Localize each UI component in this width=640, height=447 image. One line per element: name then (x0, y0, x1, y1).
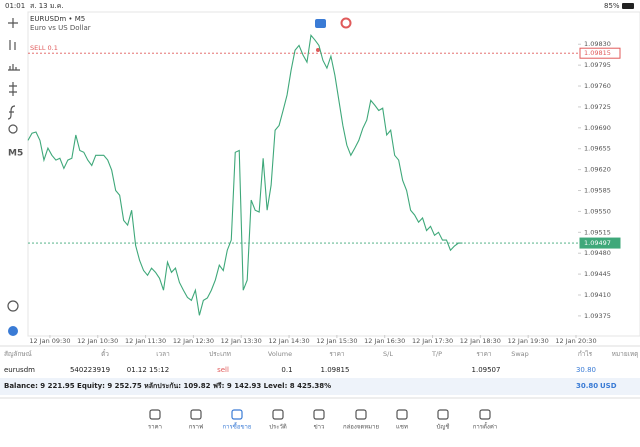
y-tick-label: 1.09760 (584, 82, 611, 90)
table-header: S/L (383, 350, 393, 358)
nav-icon[interactable] (479, 409, 491, 420)
x-tick-label: 12 Jan 20:30 (555, 337, 596, 345)
x-tick-label: 12 Jan 09:30 (29, 337, 70, 345)
nav-icon[interactable] (272, 409, 284, 420)
function-tool[interactable] (7, 105, 16, 120)
nav-label[interactable]: ราคา (148, 424, 162, 431)
nav-icon[interactable] (396, 409, 408, 420)
currency: USD (600, 382, 617, 390)
x-tick-label: 12 Jan 10:30 (77, 337, 118, 345)
table-cell[interactable]: 1.09815 (321, 366, 350, 374)
price-label: 1.09497 (584, 239, 611, 247)
table-header: T/P (431, 350, 442, 358)
x-tick-label: 12 Jan 13:30 (221, 337, 262, 345)
y-tick-label: 1.09445 (584, 270, 611, 278)
x-tick-label: 12 Jan 11:30 (125, 337, 166, 345)
table-cell[interactable]: sell (217, 366, 229, 374)
price-line-series (27, 33, 463, 316)
table-header: กำไร (578, 350, 593, 358)
nav-label[interactable]: การตั้งค่า (473, 421, 497, 431)
nav-icon[interactable] (190, 409, 202, 420)
table-cell[interactable]: 1.09507 (472, 366, 501, 374)
chart-frame (27, 11, 640, 337)
battery-icon (622, 3, 634, 9)
chart-title: EURUSDm • M5 (30, 15, 85, 23)
nav-icon[interactable] (355, 409, 367, 420)
nav-label[interactable]: ประวัติ (269, 424, 287, 431)
y-tick-label: 1.09795 (584, 61, 611, 69)
y-tick-label: 1.09585 (584, 187, 611, 195)
nav-label[interactable]: การซื้อขาย (223, 421, 252, 431)
nav-icon[interactable] (313, 409, 325, 420)
table-cell[interactable]: 0.1 (281, 366, 292, 374)
y-tick-label: 1.09655 (584, 145, 611, 153)
status-date: ส. 13 ม.ค. (30, 2, 64, 10)
candles-tool[interactable] (9, 40, 16, 50)
y-tick-label: 1.09375 (584, 312, 611, 320)
y-tick-label: 1.09550 (584, 207, 611, 215)
nav-label[interactable]: แชท (396, 424, 408, 431)
table-cell[interactable]: 540223919 (70, 366, 110, 374)
table-header: เวลา (156, 350, 170, 358)
crosshair-tool[interactable] (8, 18, 18, 28)
chart-subtitle: Euro vs US Dollar (30, 24, 91, 32)
x-tick-label: 12 Jan 15:30 (316, 337, 357, 345)
table-header: ราคา (476, 350, 491, 358)
y-tick-label: 1.09515 (584, 228, 611, 236)
nav-label[interactable]: กราฟ (189, 424, 203, 431)
table-header: Swap (511, 350, 529, 358)
sell-button[interactable] (340, 17, 352, 29)
timeframe[interactable]: M5 (8, 149, 23, 159)
balance-text: Balance: 9 221.95 Equity: 9 252.75 หลักป… (4, 382, 331, 390)
toolbar (7, 18, 20, 336)
indicators-tool[interactable] (8, 64, 20, 71)
price-line-label: SELL 0.1 (30, 44, 58, 52)
table-cell[interactable]: 01.12 15:12 (127, 366, 169, 374)
table-header: สัญลักษณ์ (4, 350, 32, 358)
table-header: หมายเหตุ (612, 350, 639, 358)
table-header: ตั๋ว (101, 349, 109, 358)
price-label: 1.09815 (584, 49, 611, 57)
x-tick-label: 12 Jan 12:30 (173, 337, 214, 345)
table-cell[interactable]: 30.80 (576, 366, 596, 374)
y-tick-label: 1.09690 (584, 124, 611, 132)
status-time: 01:01 (5, 2, 25, 10)
nav-icon[interactable] (437, 409, 449, 420)
x-tick-label: 12 Jan 17:30 (412, 337, 453, 345)
y-tick-label: 1.09620 (584, 166, 611, 174)
table-header: Volume (268, 350, 292, 358)
table-header: ประเภท (209, 350, 231, 358)
y-tick-label: 1.09410 (584, 291, 611, 299)
zoom-tool[interactable] (7, 300, 19, 312)
x-tick-label: 12 Jan 19:30 (508, 337, 549, 345)
x-tick-label: 12 Jan 14:30 (268, 337, 309, 345)
nav-label[interactable]: บัญชี (437, 423, 450, 431)
balance-bar (0, 378, 640, 395)
price-box (579, 47, 621, 59)
y-tick-label: 1.09725 (584, 103, 611, 111)
objects-tool[interactable] (9, 82, 17, 96)
nav-icon[interactable] (231, 409, 243, 420)
table-header: ราคา (329, 350, 344, 358)
buy-button[interactable] (315, 19, 326, 28)
battery: 85% (604, 2, 620, 10)
nav-icon[interactable] (149, 409, 161, 420)
price-box (579, 237, 621, 249)
x-tick-label: 12 Jan 16:30 (364, 337, 405, 345)
table-cell[interactable]: eurusdm (4, 366, 35, 374)
total-profit: 30.80 (576, 382, 598, 390)
y-tick-label: 1.09480 (584, 249, 611, 257)
order-marker (316, 48, 320, 52)
nav-label[interactable]: กล่องจดหมาย (343, 424, 379, 431)
nav-label[interactable]: ข่าว (314, 424, 325, 431)
y-tick-label: 1.09830 (584, 40, 611, 48)
search-tool[interactable] (8, 124, 18, 134)
trade-tool[interactable] (8, 326, 18, 336)
x-tick-label: 12 Jan 18:30 (460, 337, 501, 345)
